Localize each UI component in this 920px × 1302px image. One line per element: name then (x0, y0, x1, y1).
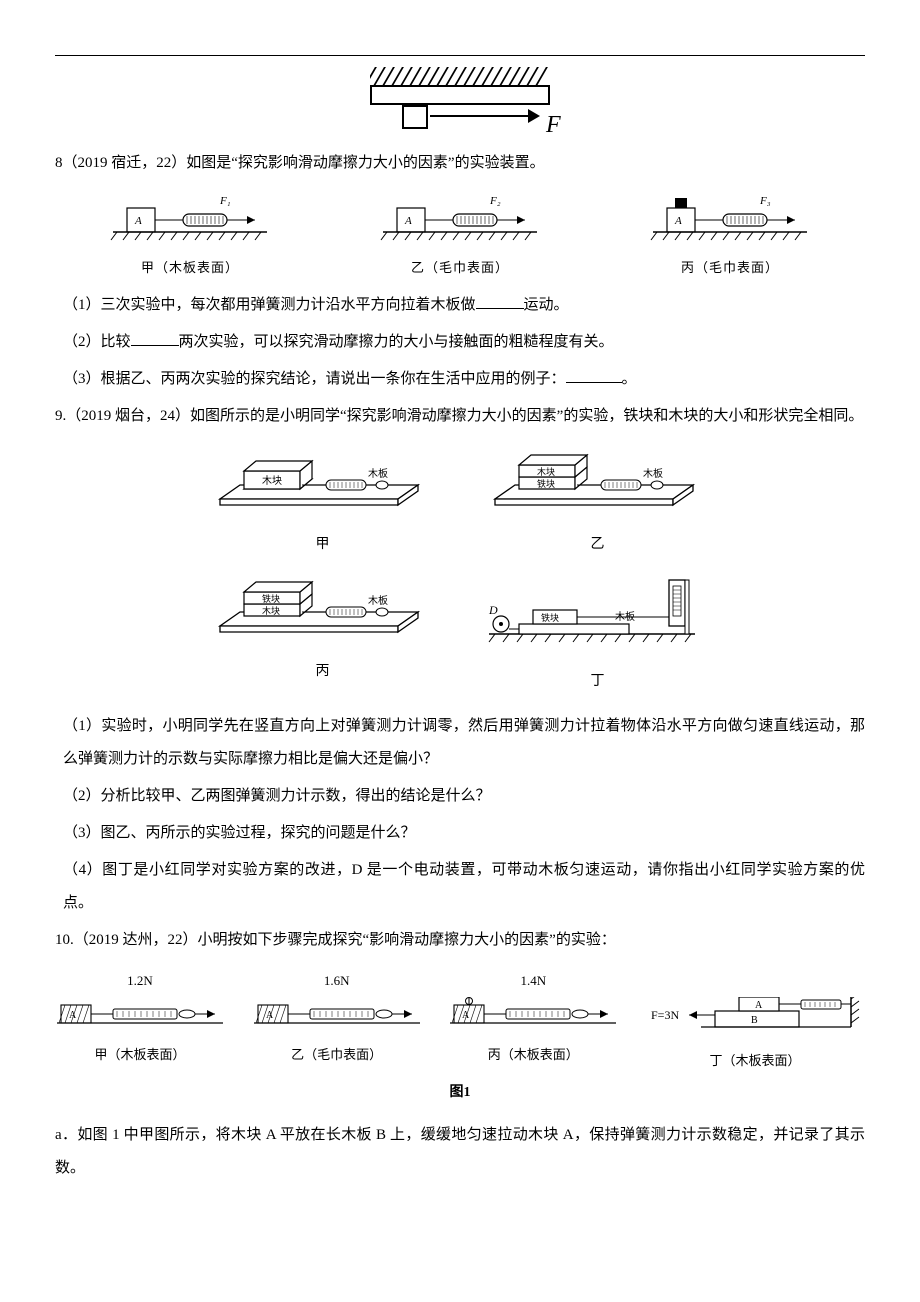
svg-text:F₃: F₃ (759, 195, 771, 207)
q8-fig-yi: F₂ A 乙（毛巾表面） (375, 194, 545, 283)
q9-svg-2: 木块 铁块 木板 (483, 445, 713, 515)
q10-read-1: 1.2N (55, 967, 225, 996)
svg-text:木块: 木块 (262, 605, 280, 616)
q9-svg-3: 铁块 木块 木板 (208, 572, 438, 642)
svg-text:木块: 木块 (537, 466, 555, 477)
q8-p2: （2）比较 两次实验，可以探究滑动摩擦力的大小与接触面的粗糙程度有关。 (55, 326, 865, 359)
q10-read-2: 1.6N (252, 967, 422, 996)
q8-header: 8（2019 宿迁，22）如图是“探究影响滑动摩擦力大小的因素”的实验装置。 (55, 147, 865, 180)
svg-text:A: A (134, 215, 142, 227)
ceiling-hatch (370, 67, 550, 85)
q10-header: 10.（2019 达州，22）小明按如下步骤完成探究“影响滑动摩擦力大小的因素”… (55, 924, 865, 957)
page-top-rule (55, 55, 865, 56)
q9-fig-yi: 木块 铁块 木板 乙 (475, 445, 720, 561)
q9-header: 9.（2019 烟台，24）如图所示的是小明同学“探究影响滑动摩擦力大小的因素”… (55, 400, 865, 433)
q10-fig-ding: F=3N B A 丁（木板表面） (645, 967, 865, 1076)
q8-p3-post: 。 (622, 371, 637, 387)
q8-cap-3: 丙（毛巾表面） (645, 254, 815, 283)
q8-p3-pre: （3）根据乙、丙两次实验的探究结论，请说出一条你在生活中应用的例子： (63, 371, 566, 387)
svg-text:F₂: F₂ (489, 195, 501, 207)
q9-fig-bing: 铁块 木块 木板 丙 (200, 572, 445, 698)
q8-cap-1: 甲（木板表面） (105, 254, 275, 283)
q8-cap-2: 乙（毛巾表面） (375, 254, 545, 283)
top-figure: F (55, 65, 865, 129)
force-arrow-head (528, 109, 540, 123)
q8-p2-pre: （2）比较 (63, 334, 131, 350)
q9-svg-4: D 木板 铁块 (483, 572, 713, 652)
q8-figure-row: F₁ A 甲（木板表面） F₂ A 乙（毛巾表面） (55, 194, 865, 283)
q9-svg-1: 木块 木板 (208, 445, 438, 515)
q8-svg-1: F₁ A (105, 194, 275, 250)
q9-fig-ding: D 木板 铁块 丁 (475, 572, 720, 698)
svg-text:A: A (69, 1010, 77, 1021)
svg-text:铁块: 铁块 (541, 612, 559, 623)
q8-p1-pre: （1）三次实验中，每次都用弹簧测力计沿水平方向拉着木板做 (63, 297, 476, 313)
q10-surf-2: 乙（毛巾表面） (252, 1041, 422, 1070)
q10-fig-label: 图1 (55, 1078, 865, 1109)
q8-p1-post: 运动。 (524, 297, 569, 313)
q9-p4: （4）图丁是小红同学对实验方案的改进，D 是一个电动装置，可带动木板匀速运动，请… (55, 854, 865, 920)
q10-svg-1: A (55, 997, 225, 1031)
svg-text:铁块: 铁块 (537, 478, 555, 489)
q9-figure-grid: 木块 木板 甲 木块 铁块 木板 乙 (200, 445, 720, 699)
q8-svg-2: F₂ A (375, 194, 545, 250)
svg-text:铁块: 铁块 (262, 593, 280, 604)
q10-surf-3: 丙（木板表面） (448, 1041, 618, 1070)
svg-text:A: A (755, 1000, 763, 1011)
svg-text:木板: 木板 (643, 467, 663, 480)
q8-svg-3: F₃ A (645, 194, 815, 250)
q9-cap-1: 甲 (200, 530, 445, 561)
q9-cap-4: 丁 (475, 667, 720, 698)
q9-cap-3: 丙 (200, 657, 445, 688)
q10-svg-4: F=3N B A (645, 997, 865, 1037)
svg-text:木板: 木板 (368, 467, 388, 480)
force-label: F (546, 99, 561, 152)
q9-cap-2: 乙 (475, 530, 720, 561)
q10-read-3: 1.4N (448, 967, 618, 996)
q10-surf-1: 甲（木板表面） (55, 1041, 225, 1070)
q8-blank-3 (566, 368, 622, 383)
svg-text:木块: 木块 (262, 475, 282, 487)
q9-fig-jia: 木块 木板 甲 (200, 445, 445, 561)
q8-blank-2 (131, 331, 179, 346)
svg-text:A: A (266, 1010, 274, 1021)
svg-text:F₁: F₁ (219, 195, 231, 207)
q8-blank-1 (476, 294, 524, 309)
q8-p3: （3）根据乙、丙两次实验的探究结论，请说出一条你在生活中应用的例子： 。 (55, 363, 865, 396)
q10-surf-4: 丁（木板表面） (645, 1047, 865, 1076)
q10-figure-row: 1.2N A 甲（木板表面） 1.6N A (55, 967, 865, 1076)
svg-text:A: A (462, 1010, 470, 1021)
svg-text:D: D (488, 603, 498, 617)
svg-text:B: B (751, 1015, 758, 1026)
q10-pa: a．如图 1 中甲图所示，将木块 A 平放在长木板 B 上，缓缓地匀速拉动木块 … (55, 1119, 865, 1185)
q10-fig-yi: 1.6N A 乙（毛巾表面） (252, 967, 422, 1070)
q9-p3: （3）图乙、丙所示的实验过程，探究的问题是什么？ (55, 817, 865, 850)
svg-text:木板: 木板 (368, 594, 388, 607)
ceiling-bar (370, 85, 550, 105)
svg-text:A: A (404, 215, 412, 227)
q9-p2: （2）分析比较甲、乙两图弹簧测力计示数，得出的结论是什么？ (55, 780, 865, 813)
q8-fig-jia: F₁ A 甲（木板表面） (105, 194, 275, 283)
q10-fig-jia: 1.2N A 甲（木板表面） (55, 967, 225, 1070)
q8-p1: （1）三次实验中，每次都用弹簧测力计沿水平方向拉着木板做 运动。 (55, 289, 865, 322)
force-arrow-shaft (430, 115, 530, 117)
q10-svg-2: A (252, 997, 422, 1031)
q8-fig-bing: F₃ A 丙（毛巾表面） (645, 194, 815, 283)
svg-text:F=3N: F=3N (651, 1008, 679, 1022)
q10-fig-bing: 1.4N A 丙（木板表面） (448, 967, 618, 1070)
q10-svg-3: A (448, 997, 618, 1031)
svg-text:A: A (674, 215, 682, 227)
hanging-block (402, 105, 428, 129)
q9-p1: （1）实验时，小明同学先在竖直方向上对弹簧测力计调零，然后用弹簧测力计拉着物体沿… (55, 710, 865, 776)
q8-p2-post: 两次实验，可以探究滑动摩擦力的大小与接触面的粗糙程度有关。 (179, 334, 614, 350)
